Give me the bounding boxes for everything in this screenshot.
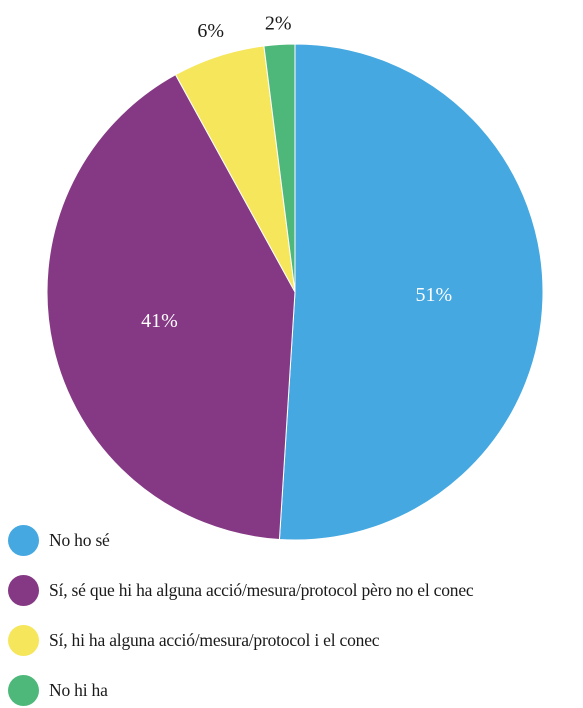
legend-label-el-conec: Sí, hi ha alguna acció/mesura/protocol i…	[49, 630, 380, 650]
pie-chart-svg: 51% 41% 6% 2%	[46, 12, 544, 540]
legend-item-no-hi-ha: No hi ha	[8, 675, 583, 706]
legend-item-no-el-conec: Sí, sé que hi ha alguna acció/mesura/pro…	[8, 575, 583, 606]
pie-slice-no-hi-ha	[263, 43, 296, 293]
legend-swatch-no-el-conec	[8, 575, 39, 606]
pie-slice-no-el-conec	[46, 73, 296, 540]
legend-label-no-hi-ha: No hi ha	[49, 680, 108, 700]
legend-item-el-conec: Sí, hi ha alguna acció/mesura/protocol i…	[8, 625, 583, 656]
legend-item-no-ho-se: No ho sé	[8, 525, 583, 556]
legend-swatch-no-hi-ha	[8, 675, 39, 706]
pie-slice-no-ho-se	[278, 43, 544, 540]
legend: No ho sé Sí, sé que hi ha alguna acció/m…	[8, 525, 583, 706]
legend-swatch-no-ho-se	[8, 525, 39, 556]
data-label-no-el-conec: 41%	[141, 310, 178, 332]
legend-label-no-ho-se: No ho sé	[49, 530, 110, 550]
legend-label-no-el-conec: Sí, sé que hi ha alguna acció/mesura/pro…	[49, 580, 474, 600]
data-label-no-hi-ha: 2%	[265, 12, 292, 34]
data-label-no-ho-se: 51%	[415, 284, 452, 306]
legend-swatch-el-conec	[8, 625, 39, 656]
data-label-el-conec: 6%	[197, 20, 224, 42]
